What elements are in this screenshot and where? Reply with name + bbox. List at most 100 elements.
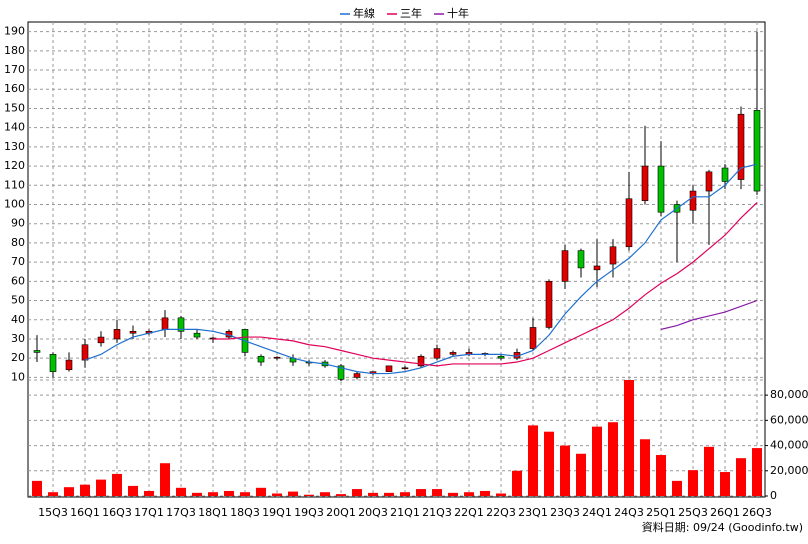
volume-bar	[592, 426, 602, 496]
volume-bar	[752, 448, 762, 496]
candle-body	[705, 171, 713, 192]
candle-body	[721, 167, 729, 182]
volume-bar	[736, 458, 746, 496]
candle-body	[449, 352, 457, 355]
volume-bar	[544, 431, 554, 496]
x-tick-label: 24Q1	[582, 506, 612, 519]
candle-body	[161, 317, 169, 330]
volume-bar	[576, 453, 586, 496]
ma-line	[213, 202, 758, 367]
plot-frame	[27, 21, 766, 498]
x-tick-label: 21Q3	[422, 506, 452, 519]
volume-bar	[512, 470, 522, 496]
volume-bar	[112, 473, 122, 496]
ma-line	[84, 163, 758, 375]
y-tick-label: 20	[11, 351, 25, 364]
candle-body	[593, 265, 601, 271]
y-tick-label: 120	[4, 159, 25, 172]
y-tick-label: 80,000	[770, 388, 808, 401]
volume-bar	[48, 492, 58, 496]
volume-bar	[368, 492, 378, 496]
y-tick-label: 60,000	[770, 413, 808, 426]
y-tick-label: 130	[4, 140, 25, 153]
x-tick-label: 18Q3	[230, 506, 260, 519]
volume-bar	[720, 472, 730, 496]
candle-body	[65, 359, 73, 371]
y-tick-label: 20,000	[770, 464, 808, 477]
candle-body	[257, 355, 265, 363]
volume-bar	[384, 492, 394, 496]
volume-bar	[160, 463, 170, 496]
x-tick-label: 19Q3	[294, 506, 324, 519]
x-tick-label: 16Q1	[70, 506, 100, 519]
volume-bar	[240, 492, 250, 496]
candle-body	[689, 190, 697, 211]
volume-bar	[128, 485, 138, 496]
volume-bar	[208, 492, 218, 496]
x-tick-label: 26Q1	[710, 506, 740, 519]
x-tick-label: 20Q1	[326, 506, 356, 519]
legend-label: 十年	[447, 6, 469, 20]
volume-bar	[640, 439, 650, 496]
volume-bar	[400, 492, 410, 496]
y-tick-label: 150	[4, 101, 25, 114]
x-tick-label: 18Q1	[198, 506, 228, 519]
x-tick-label: 20Q3	[358, 506, 388, 519]
candle-body	[561, 250, 569, 282]
volume-bar	[560, 445, 570, 496]
volume-bar	[176, 487, 186, 496]
y-tick-label: 60	[11, 274, 25, 287]
x-tick-label: 16Q3	[102, 506, 132, 519]
volume-bar	[336, 494, 346, 496]
candle-body	[497, 355, 505, 359]
candle-body	[193, 332, 201, 338]
candle-body	[353, 373, 361, 378]
x-tick-label: 23Q3	[550, 506, 580, 519]
volume-bar	[192, 492, 202, 496]
candle-body	[529, 327, 537, 349]
candle-body	[385, 365, 393, 372]
candle-body	[177, 317, 185, 332]
x-tick-label: 26Q3	[742, 506, 772, 519]
volume-bar	[688, 470, 698, 496]
y-tick-label: 0	[770, 489, 777, 502]
volume-bar	[96, 479, 106, 496]
volume-bar	[656, 455, 666, 496]
volume-bar	[672, 480, 682, 496]
x-tick-label: 15Q3	[38, 506, 68, 519]
y-tick-label: 40,000	[770, 439, 808, 452]
x-tick-label: 21Q1	[390, 506, 420, 519]
volume-bar	[288, 491, 298, 496]
volume-bar	[496, 493, 506, 496]
volume-bar	[464, 492, 474, 496]
candle-body	[545, 281, 553, 328]
x-tick-label: 22Q1	[454, 506, 484, 519]
x-tick-label: 17Q1	[134, 506, 164, 519]
y-tick-label: 180	[4, 44, 25, 57]
candle-body	[49, 354, 57, 372]
volume-bar	[480, 490, 490, 496]
x-tick-label: 19Q1	[262, 506, 292, 519]
y-tick-label: 80	[11, 236, 25, 249]
volume-bar	[320, 492, 330, 496]
candle-body	[657, 165, 665, 213]
volume-bar	[704, 446, 714, 496]
x-tick-label: 24Q3	[614, 506, 644, 519]
volume-bar	[80, 484, 90, 496]
x-tick-label: 17Q3	[166, 506, 196, 519]
candle-body	[577, 250, 585, 269]
y-tick-label: 190	[4, 25, 25, 38]
ma-line	[660, 299, 758, 330]
candle-body	[625, 198, 633, 248]
x-tick-label: 25Q1	[646, 506, 676, 519]
y-tick-label: 140	[4, 121, 25, 134]
legend-label: 年線	[353, 6, 375, 20]
candle-body	[33, 350, 41, 353]
legend-label: 三年	[400, 6, 422, 20]
x-tick-label: 22Q3	[486, 506, 516, 519]
candle-body	[609, 246, 617, 265]
volume-bar	[144, 490, 154, 496]
candle-body	[97, 336, 105, 344]
